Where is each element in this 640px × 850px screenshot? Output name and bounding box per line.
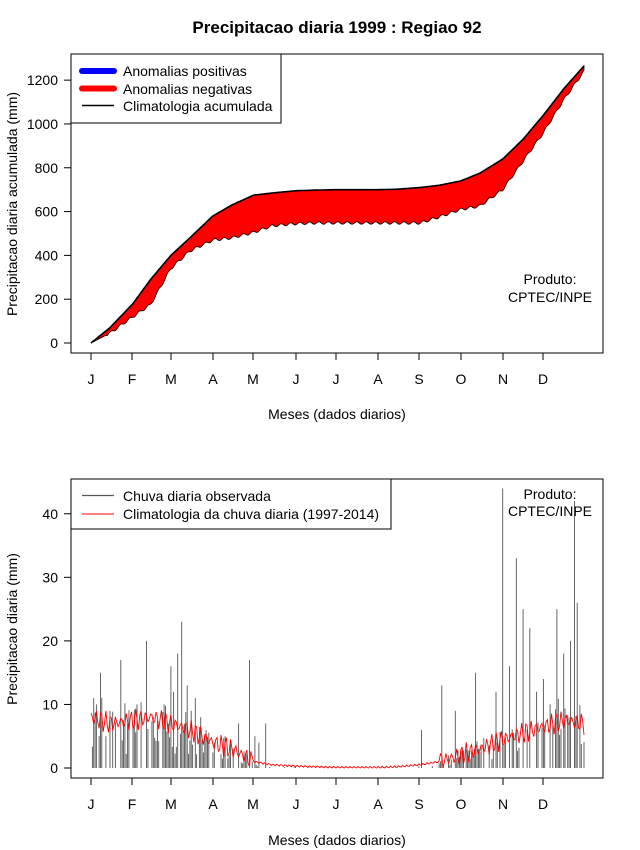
cumulative-x-tick-label: M bbox=[165, 371, 177, 387]
cumulative-x-tick-label: J bbox=[88, 371, 95, 387]
cumulative-x-tick-label: S bbox=[414, 371, 423, 387]
daily-y-tick-label: 10 bbox=[42, 696, 58, 712]
daily-x-tick-label: J bbox=[333, 796, 340, 812]
daily-legend: Chuva diaria observada Climatologia da c… bbox=[70, 478, 392, 530]
daily-y-tick-label: 20 bbox=[42, 633, 58, 649]
cumulative-y-tick-label: 800 bbox=[35, 160, 59, 176]
daily-x-tick-label: D bbox=[538, 796, 548, 812]
daily-x-tick-label: M bbox=[165, 796, 177, 812]
cumulative-x-tick-label: M bbox=[247, 371, 259, 387]
cumulative-x-tick-label: A bbox=[208, 371, 218, 387]
cumulative-x-tick-label: F bbox=[128, 371, 137, 387]
cumulative-y-tick-label: 1200 bbox=[27, 72, 58, 88]
product-label-2: Produto: bbox=[524, 486, 577, 502]
product-label-1: Produto: bbox=[524, 271, 577, 287]
legend-daily-climatology-label: Climatologia da chuva diaria (1997-2014) bbox=[123, 506, 379, 522]
daily-data-layer bbox=[90, 488, 585, 769]
daily-x-tick-label: J bbox=[293, 796, 300, 812]
cumulative-y-tick-label: 600 bbox=[35, 204, 59, 220]
cumulative-y-tick-label: 1000 bbox=[27, 116, 58, 132]
daily-y-tick-label: 30 bbox=[42, 569, 58, 585]
cumulative-y-tick-label: 0 bbox=[50, 335, 58, 351]
chart-title: Precipitacao diaria 1999 : Regiao 92 bbox=[192, 18, 481, 37]
cumulative-x-tick-label: N bbox=[498, 371, 508, 387]
daily-x-tick-label: M bbox=[247, 796, 259, 812]
cumulative-x-tick-label: J bbox=[333, 371, 340, 387]
daily-y-tick-label: 0 bbox=[50, 760, 58, 776]
climatology-cumulative-line bbox=[90, 65, 585, 344]
legend-negative-label: Anomalias negativas bbox=[123, 81, 252, 97]
cumulative-y-axis: 0 200 400 600 800 1000 1200 bbox=[27, 72, 72, 351]
product-org-2: CPTEC/INPE bbox=[508, 503, 592, 519]
cumulative-x-tick-label: A bbox=[373, 371, 383, 387]
legend-climatology-label: Climatologia acumulada bbox=[123, 98, 273, 114]
daily-panel: 0 10 20 30 40 J F M A M J J A S O N D Precipitacao diar… bbox=[4, 478, 604, 848]
daily-legend-box bbox=[70, 478, 392, 530]
daily-y-tick-label: 40 bbox=[42, 506, 58, 522]
daily-climatology-line bbox=[90, 708, 585, 769]
daily-x-tick-label: A bbox=[373, 796, 383, 812]
legend-positive-label: Anomalias positivas bbox=[123, 63, 247, 79]
cumulative-legend: Anomalias positivas Anomalias negativas … bbox=[70, 53, 282, 124]
daily-x-tick-label: J bbox=[88, 796, 95, 812]
legend-observed-label: Chuva diaria observada bbox=[123, 488, 271, 504]
cumulative-panel: 0 200 400 600 800 1000 1200 J F M A M J J A S O N D Preci… bbox=[4, 53, 604, 422]
daily-x-tick-label: F bbox=[128, 796, 137, 812]
daily-x-tick-label: N bbox=[498, 796, 508, 812]
daily-x-tick-label: A bbox=[208, 796, 218, 812]
daily-x-tick-label: S bbox=[414, 796, 423, 812]
cumulative-x-tick-label: J bbox=[293, 371, 300, 387]
cumulative-x-tick-label: D bbox=[538, 371, 548, 387]
daily-x-tick-label: O bbox=[456, 796, 467, 812]
cumulative-x-tick-label: O bbox=[456, 371, 467, 387]
cumulative-y-tick-label: 400 bbox=[35, 247, 59, 263]
cumulative-y-tick-label: 200 bbox=[35, 291, 59, 307]
daily-x-axis-label: Meses (dados diarios) bbox=[268, 832, 406, 848]
daily-y-axis: 0 10 20 30 40 bbox=[42, 506, 72, 776]
daily-y-axis-label: Precipitacao diaria (mm) bbox=[4, 553, 20, 705]
cumulative-x-axis-label: Meses (dados diarios) bbox=[268, 406, 406, 422]
product-org-1: CPTEC/INPE bbox=[508, 289, 592, 305]
cumulative-data-layer bbox=[90, 64, 585, 344]
cumulative-y-axis-label: Precipitacao diaria acumulada (mm) bbox=[4, 92, 20, 316]
